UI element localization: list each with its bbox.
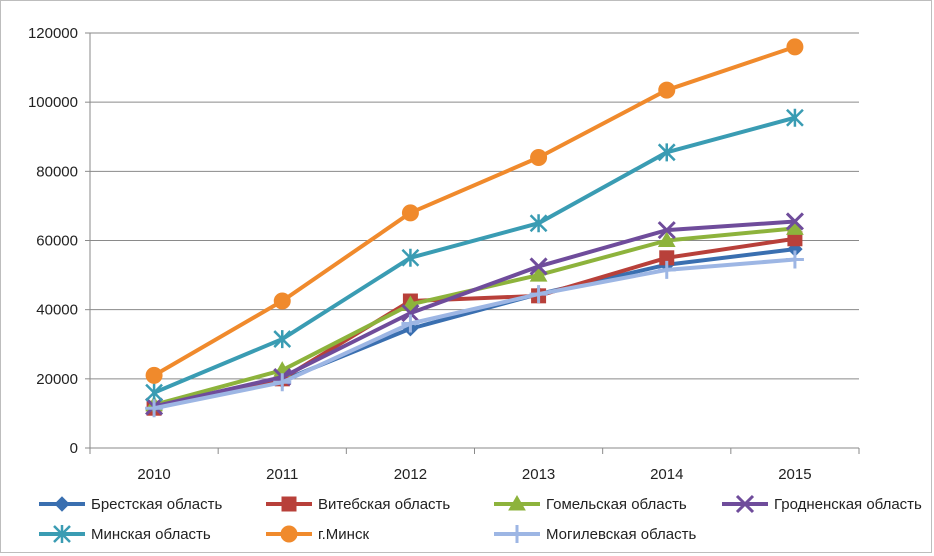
data-point (786, 38, 804, 56)
x-tick-label: 2010 (137, 466, 170, 483)
data-point (529, 266, 548, 282)
data-point (273, 330, 292, 349)
legend-label: г.Минск (318, 526, 369, 543)
data-point (657, 231, 676, 247)
series-line (152, 44, 797, 378)
data-point (657, 260, 676, 279)
legend-item: Гродненская область (722, 494, 922, 514)
series-line (152, 115, 797, 395)
legend-swatch-marker (281, 496, 297, 512)
series-6 (145, 38, 804, 384)
x-tick-label: 2015 (778, 466, 811, 483)
legend: Брестская область Витебская область Гомель… (39, 494, 922, 543)
series-3 (145, 219, 804, 412)
legend-swatch-marker (54, 496, 70, 512)
y-tick-label: 80000 (36, 163, 78, 180)
x-tick-label: 2013 (522, 466, 555, 483)
data-point (785, 250, 804, 269)
data-point (145, 399, 164, 418)
data-point (401, 304, 420, 323)
data-point (785, 212, 804, 231)
legend-item: Минская область (39, 525, 211, 543)
series-4 (145, 212, 804, 416)
legend-label: Могилевская область (546, 526, 697, 543)
series-line (152, 257, 797, 411)
legend-swatch-marker (53, 525, 71, 543)
data-point (657, 221, 676, 240)
legend-label: Витебская область (318, 496, 450, 513)
x-tick-label: 2011 (266, 466, 298, 483)
y-tick-label: 120000 (28, 25, 78, 42)
legend-item: Гомельская область (494, 494, 687, 513)
x-tick-label: 2012 (394, 466, 427, 483)
series-7 (145, 250, 804, 418)
y-tick-label: 60000 (36, 233, 78, 250)
data-point (401, 204, 419, 222)
data-point (273, 292, 291, 310)
y-tick-label: 100000 (28, 94, 78, 111)
y-tick-label: 20000 (36, 371, 78, 388)
data-point (145, 383, 163, 402)
y-tick-label: 40000 (36, 302, 78, 319)
data-point (401, 314, 420, 333)
legend-label: Гродненская область (774, 496, 922, 513)
data-point (529, 214, 548, 233)
data-point (529, 257, 548, 276)
legend-label: Гомельская область (546, 496, 687, 513)
y-tick-label: 0 (70, 440, 78, 457)
legend-item: Могилевская область (494, 525, 697, 543)
legend-label: Брестская область (91, 496, 222, 513)
series-5 (145, 108, 804, 402)
series-lines (145, 38, 804, 418)
legend-swatch-marker (508, 494, 526, 511)
data-point (529, 285, 548, 304)
data-point (530, 149, 548, 166)
legend-label: Минская область (91, 526, 211, 543)
series-line (152, 219, 797, 409)
legend-item: Витебская область (266, 496, 450, 513)
axes: 0 20000 40000 60000 80000 100000 120000 2010 201… (28, 25, 860, 483)
data-point (658, 81, 676, 99)
gridlines (90, 32, 859, 380)
data-point (786, 108, 804, 127)
legend-item: Брестская область (39, 496, 222, 513)
legend-swatch-marker (280, 525, 298, 543)
data-point (401, 248, 420, 267)
legend-item: г.Минск (266, 525, 369, 543)
data-point (657, 143, 676, 162)
data-point (401, 295, 420, 311)
legend-swatch-marker (735, 494, 755, 514)
legend-swatch-marker (508, 525, 526, 543)
x-tick-label: 2014 (650, 466, 683, 483)
data-point (145, 366, 163, 384)
data-point (273, 373, 292, 392)
